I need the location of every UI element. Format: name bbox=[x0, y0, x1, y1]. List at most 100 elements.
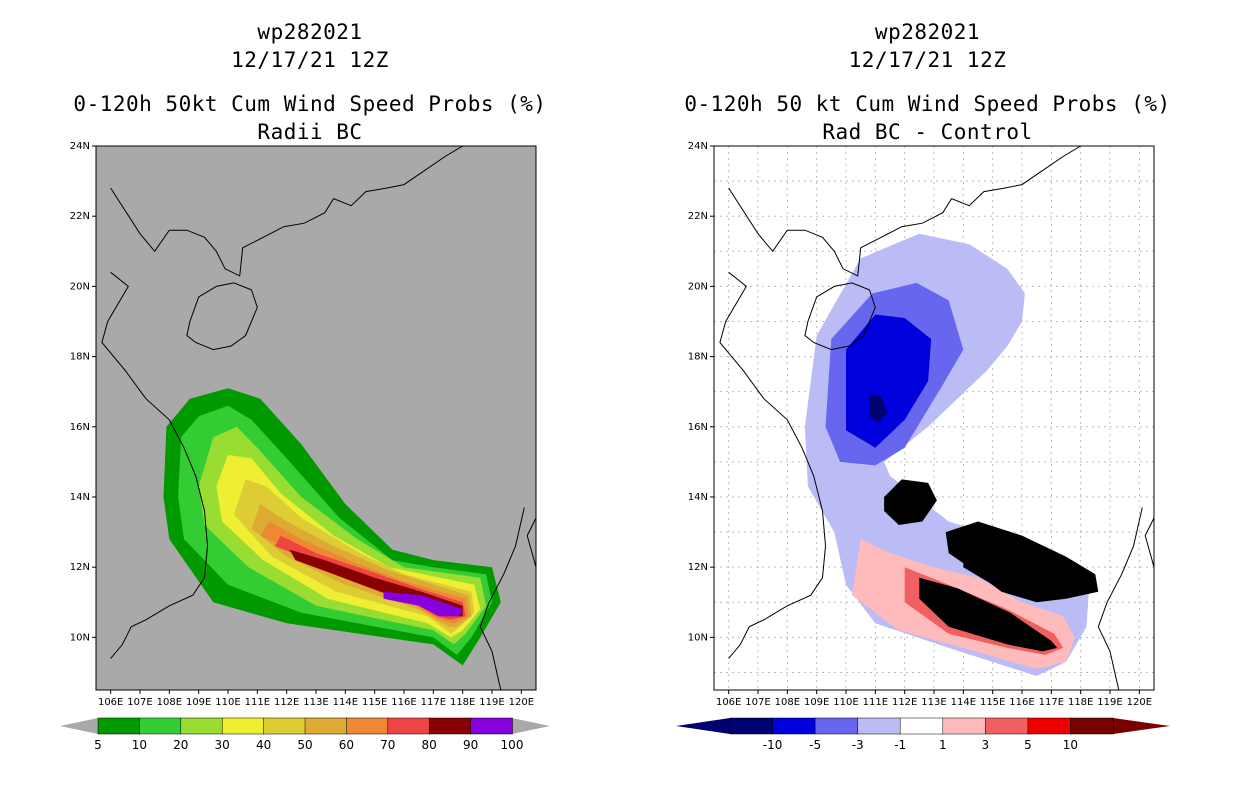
colorbar-label: 60 bbox=[339, 738, 354, 752]
coastline bbox=[728, 146, 1081, 277]
x-tick-label: 112E bbox=[274, 697, 299, 708]
x-tick-label: 107E bbox=[745, 697, 770, 708]
x-tick-label: 106E bbox=[98, 697, 123, 708]
colorbar-left-arrow bbox=[676, 718, 730, 734]
colorbar-label: 20 bbox=[173, 738, 188, 752]
left-datetime: 12/17/21 12Z bbox=[231, 48, 389, 72]
y-tick-label: 24N bbox=[688, 141, 708, 152]
y-tick-label: 10N bbox=[688, 632, 708, 643]
x-tick-label: 117E bbox=[421, 697, 446, 708]
y-tick-label: 16N bbox=[688, 422, 708, 433]
y-tick-label: 16N bbox=[70, 422, 90, 433]
y-tick-label: 14N bbox=[70, 492, 90, 503]
coastline bbox=[719, 271, 827, 659]
colorbar-right-arrow bbox=[512, 718, 550, 734]
contour-level-undefined bbox=[972, 546, 1087, 592]
y-tick-label: 24N bbox=[70, 141, 90, 152]
x-tick-label: 120E bbox=[509, 697, 534, 708]
colorbar-swatch bbox=[772, 717, 816, 735]
y-tick-label: 14N bbox=[688, 492, 708, 503]
colorbar-swatch bbox=[1027, 717, 1072, 735]
coastline bbox=[101, 271, 209, 659]
hainan-island bbox=[186, 282, 258, 351]
x-tick-label: 107E bbox=[127, 697, 152, 708]
contour-level--5 bbox=[846, 314, 932, 448]
colorbar-label: 30 bbox=[215, 738, 230, 752]
x-tick-label: 118E bbox=[1068, 697, 1093, 708]
colorbar-swatch bbox=[470, 717, 513, 735]
y-tick-label: 22N bbox=[688, 211, 708, 222]
colorbar-swatch bbox=[97, 717, 141, 735]
left-chart-title: 0-120h 50kt Cum Wind Speed Probs (%) bbox=[73, 92, 547, 116]
x-tick-label: 118E bbox=[450, 697, 475, 708]
colorbar-swatch bbox=[899, 717, 944, 735]
colorbar-swatch bbox=[428, 717, 472, 735]
y-tick-label: 12N bbox=[688, 562, 708, 573]
colorbar-swatch bbox=[942, 717, 987, 735]
colorbar-swatch bbox=[304, 717, 348, 735]
colorbar-label: 10 bbox=[132, 738, 147, 752]
x-tick-label: 114E bbox=[951, 697, 976, 708]
colorbar-swatch bbox=[857, 717, 902, 735]
x-tick-label: 116E bbox=[1009, 697, 1034, 708]
coastline bbox=[1097, 507, 1143, 690]
x-tick-label: 113E bbox=[921, 697, 946, 708]
right-map-panel: 106E 107E 108E 109E 110E 111E 112E 113E 114E 115E… bbox=[688, 141, 1155, 708]
colorbar-label: 10 bbox=[1063, 738, 1078, 752]
coastline bbox=[1144, 517, 1154, 568]
hainan-island bbox=[804, 282, 876, 351]
colorbar-label: -3 bbox=[852, 738, 864, 752]
x-tick-label: 108E bbox=[157, 697, 182, 708]
y-tick-label: 10N bbox=[70, 632, 90, 643]
x-tick-label: 112E bbox=[892, 697, 917, 708]
colorbar-label: 100 bbox=[501, 738, 524, 752]
coastline bbox=[526, 517, 536, 568]
colorbar-label: 3 bbox=[981, 738, 989, 752]
left-storm-id: wp282021 bbox=[257, 20, 363, 44]
left-colorbar: 5 10 20 30 40 50 60 70 80 90 100 bbox=[60, 717, 550, 752]
y-tick-label: 20N bbox=[70, 281, 90, 292]
x-tick-label: 115E bbox=[980, 697, 1005, 708]
left-chart-subtitle: Radii BC bbox=[257, 120, 363, 144]
colorbar-swatch bbox=[263, 717, 306, 735]
colorbar-swatch bbox=[221, 717, 265, 735]
contour-level-undefined bbox=[919, 577, 1058, 652]
y-tick-label: 20N bbox=[688, 281, 708, 292]
y-tick-label: 18N bbox=[70, 352, 90, 363]
contour-level-90 bbox=[383, 591, 463, 617]
y-tick-label: 12N bbox=[70, 562, 90, 573]
colorbar-label: 80 bbox=[422, 738, 437, 752]
x-tick-label: 108E bbox=[775, 697, 800, 708]
x-tick-label: 110E bbox=[833, 697, 858, 708]
colorbar-swatch bbox=[1070, 717, 1114, 735]
right-storm-id: wp282021 bbox=[874, 20, 981, 44]
colorbar-label: 5 bbox=[94, 738, 102, 752]
colorbar-label: 90 bbox=[463, 738, 478, 752]
x-tick-label: 111E bbox=[245, 697, 270, 708]
x-tick-label: 116E bbox=[391, 697, 416, 708]
colorbar-label: 5 bbox=[1024, 738, 1032, 752]
contour-level--10 bbox=[869, 395, 888, 424]
colorbar-label: -10 bbox=[763, 738, 783, 752]
colorbar-label: 50 bbox=[297, 738, 312, 752]
colorbar-label: 40 bbox=[256, 738, 271, 752]
x-tick-label: 114E bbox=[333, 697, 358, 708]
colorbar-label: 70 bbox=[380, 738, 395, 752]
colorbar-label: 1 bbox=[939, 738, 947, 752]
colorbar-swatch bbox=[180, 717, 223, 735]
x-tick-label: 115E bbox=[362, 697, 387, 708]
x-tick-label: 109E bbox=[186, 697, 211, 708]
colorbar-swatch bbox=[814, 717, 859, 735]
colorbar-label: -1 bbox=[894, 738, 906, 752]
x-tick-label: 113E bbox=[303, 697, 328, 708]
coastline bbox=[110, 146, 463, 277]
y-tick-label: 18N bbox=[688, 352, 708, 363]
colorbar-swatch bbox=[346, 717, 389, 735]
colorbar-label: -5 bbox=[809, 738, 821, 752]
colorbar-swatch bbox=[387, 717, 430, 735]
right-chart-subtitle: Rad BC - Control bbox=[822, 120, 1033, 144]
right-colorbar: -10 -5 -3 -1 1 3 5 10 bbox=[676, 717, 1170, 752]
x-tick-label: 109E bbox=[804, 697, 829, 708]
x-tick-label: 119E bbox=[479, 697, 504, 708]
